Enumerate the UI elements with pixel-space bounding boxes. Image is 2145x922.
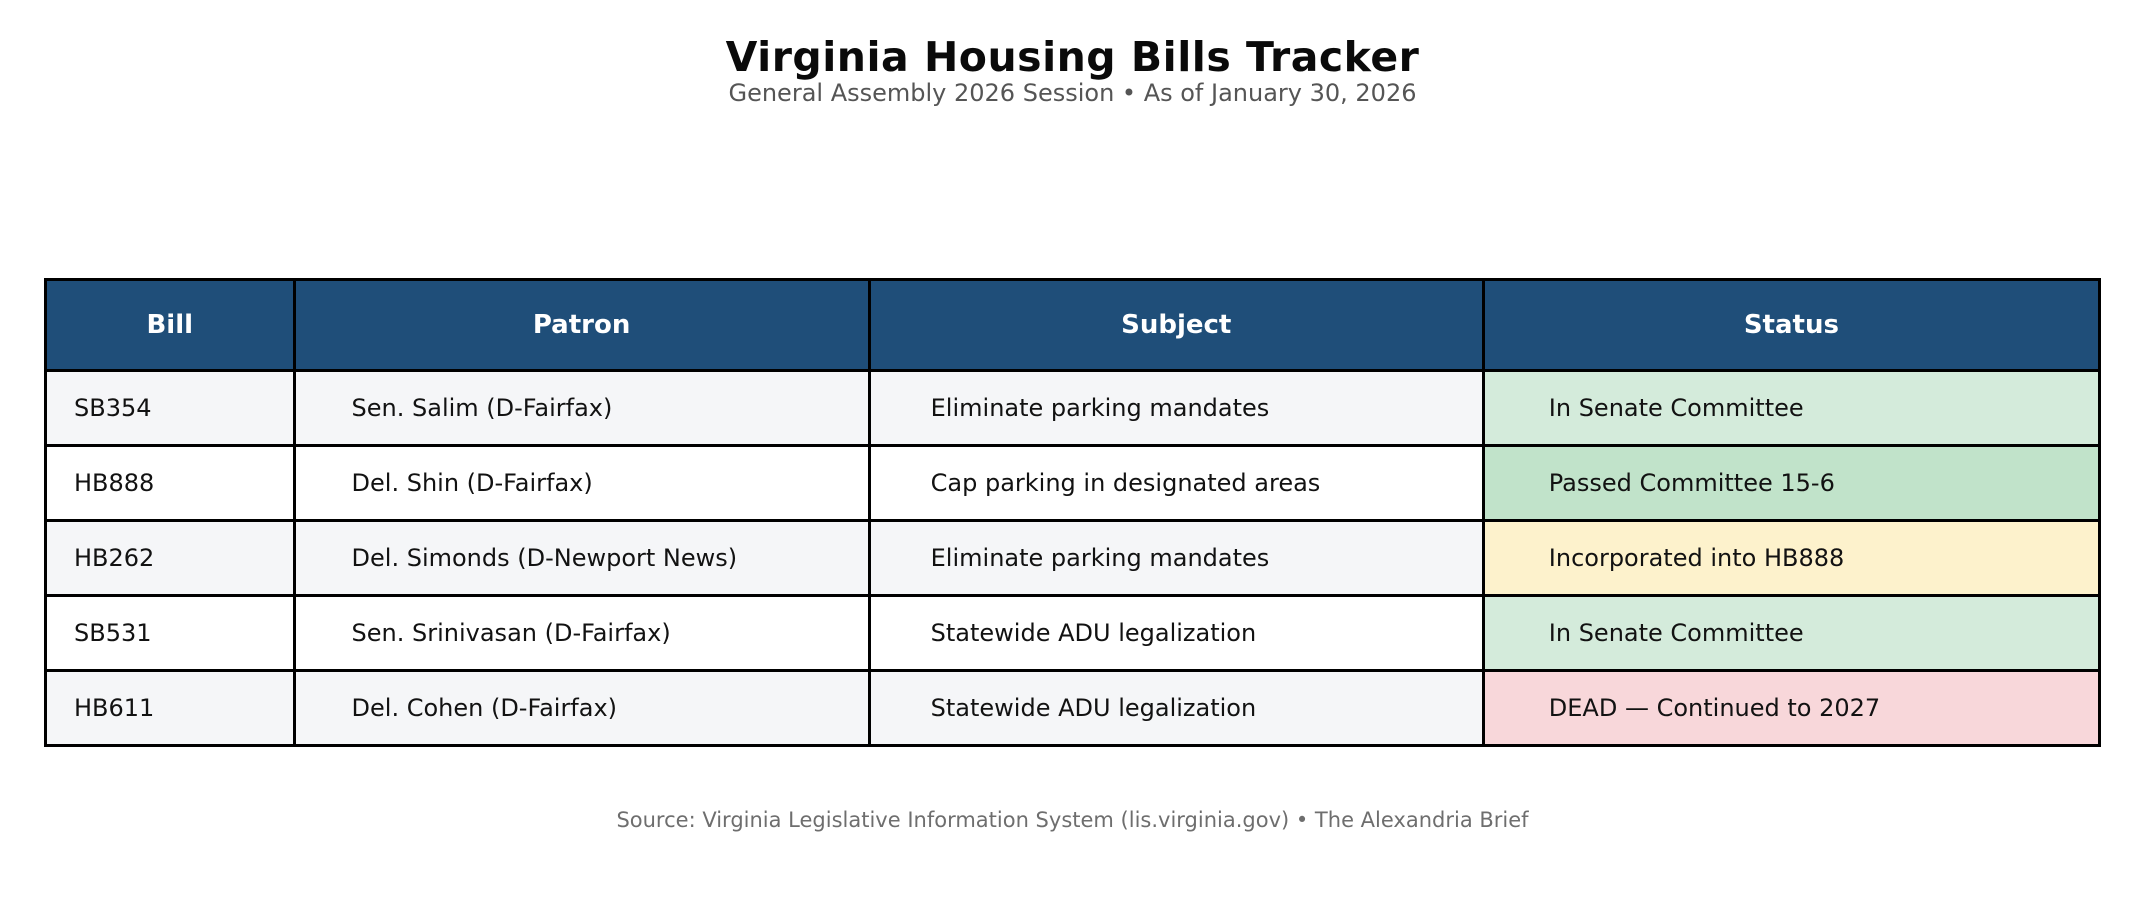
table-row: SB354 Sen. Salim (D-Fairfax) Eliminate p… (44, 369, 2102, 447)
table-row: HB262 Del. Simonds (D-Newport News) Elim… (44, 519, 2102, 597)
bill-cell: HB262 (44, 519, 296, 597)
subject-cell: Eliminate parking mandates (867, 519, 1485, 597)
bills-table-container: Bill Patron Subject Status SB354 Sen. Sa… (44, 278, 2102, 747)
status-cell: In Senate Committee (1481, 369, 2102, 447)
bills-table: Bill Patron Subject Status SB354 Sen. Sa… (44, 278, 2102, 747)
patron-cell: Del. Shin (D-Fairfax) (292, 444, 871, 522)
column-header-bill: Bill (44, 278, 296, 372)
status-cell: DEAD — Continued to 2027 (1481, 669, 2102, 747)
source-attribution: Source: Virginia Legislative Information… (616, 808, 1529, 832)
column-header-patron: Patron (292, 278, 871, 372)
subject-cell: Statewide ADU legalization (867, 594, 1485, 672)
bill-cell: HB611 (44, 669, 296, 747)
patron-cell: Del. Simonds (D-Newport News) (292, 519, 871, 597)
subject-cell: Statewide ADU legalization (867, 669, 1485, 747)
bill-cell: SB531 (44, 594, 296, 672)
patron-cell: Sen. Salim (D-Fairfax) (292, 369, 871, 447)
subject-cell: Cap parking in designated areas (867, 444, 1485, 522)
patron-cell: Del. Cohen (D-Fairfax) (292, 669, 871, 747)
page-title: Virginia Housing Bills Tracker (725, 33, 1420, 81)
bill-cell: SB354 (44, 369, 296, 447)
status-cell: Passed Committee 15-6 (1481, 444, 2102, 522)
table-row: SB531 Sen. Srinivasan (D-Fairfax) Statew… (44, 594, 2102, 672)
status-cell: In Senate Committee (1481, 594, 2102, 672)
column-header-subject: Subject (867, 278, 1485, 372)
subject-cell: Eliminate parking mandates (867, 369, 1485, 447)
table-row: HB611 Del. Cohen (D-Fairfax) Statewide A… (44, 669, 2102, 747)
status-cell: Incorporated into HB888 (1481, 519, 2102, 597)
page-subtitle: General Assembly 2026 Session • As of Ja… (728, 79, 1417, 107)
patron-cell: Sen. Srinivasan (D-Fairfax) (292, 594, 871, 672)
table-header-row: Bill Patron Subject Status (44, 278, 2102, 372)
column-header-status: Status (1481, 278, 2102, 372)
table-row: HB888 Del. Shin (D-Fairfax) Cap parking … (44, 444, 2102, 522)
bill-cell: HB888 (44, 444, 296, 522)
